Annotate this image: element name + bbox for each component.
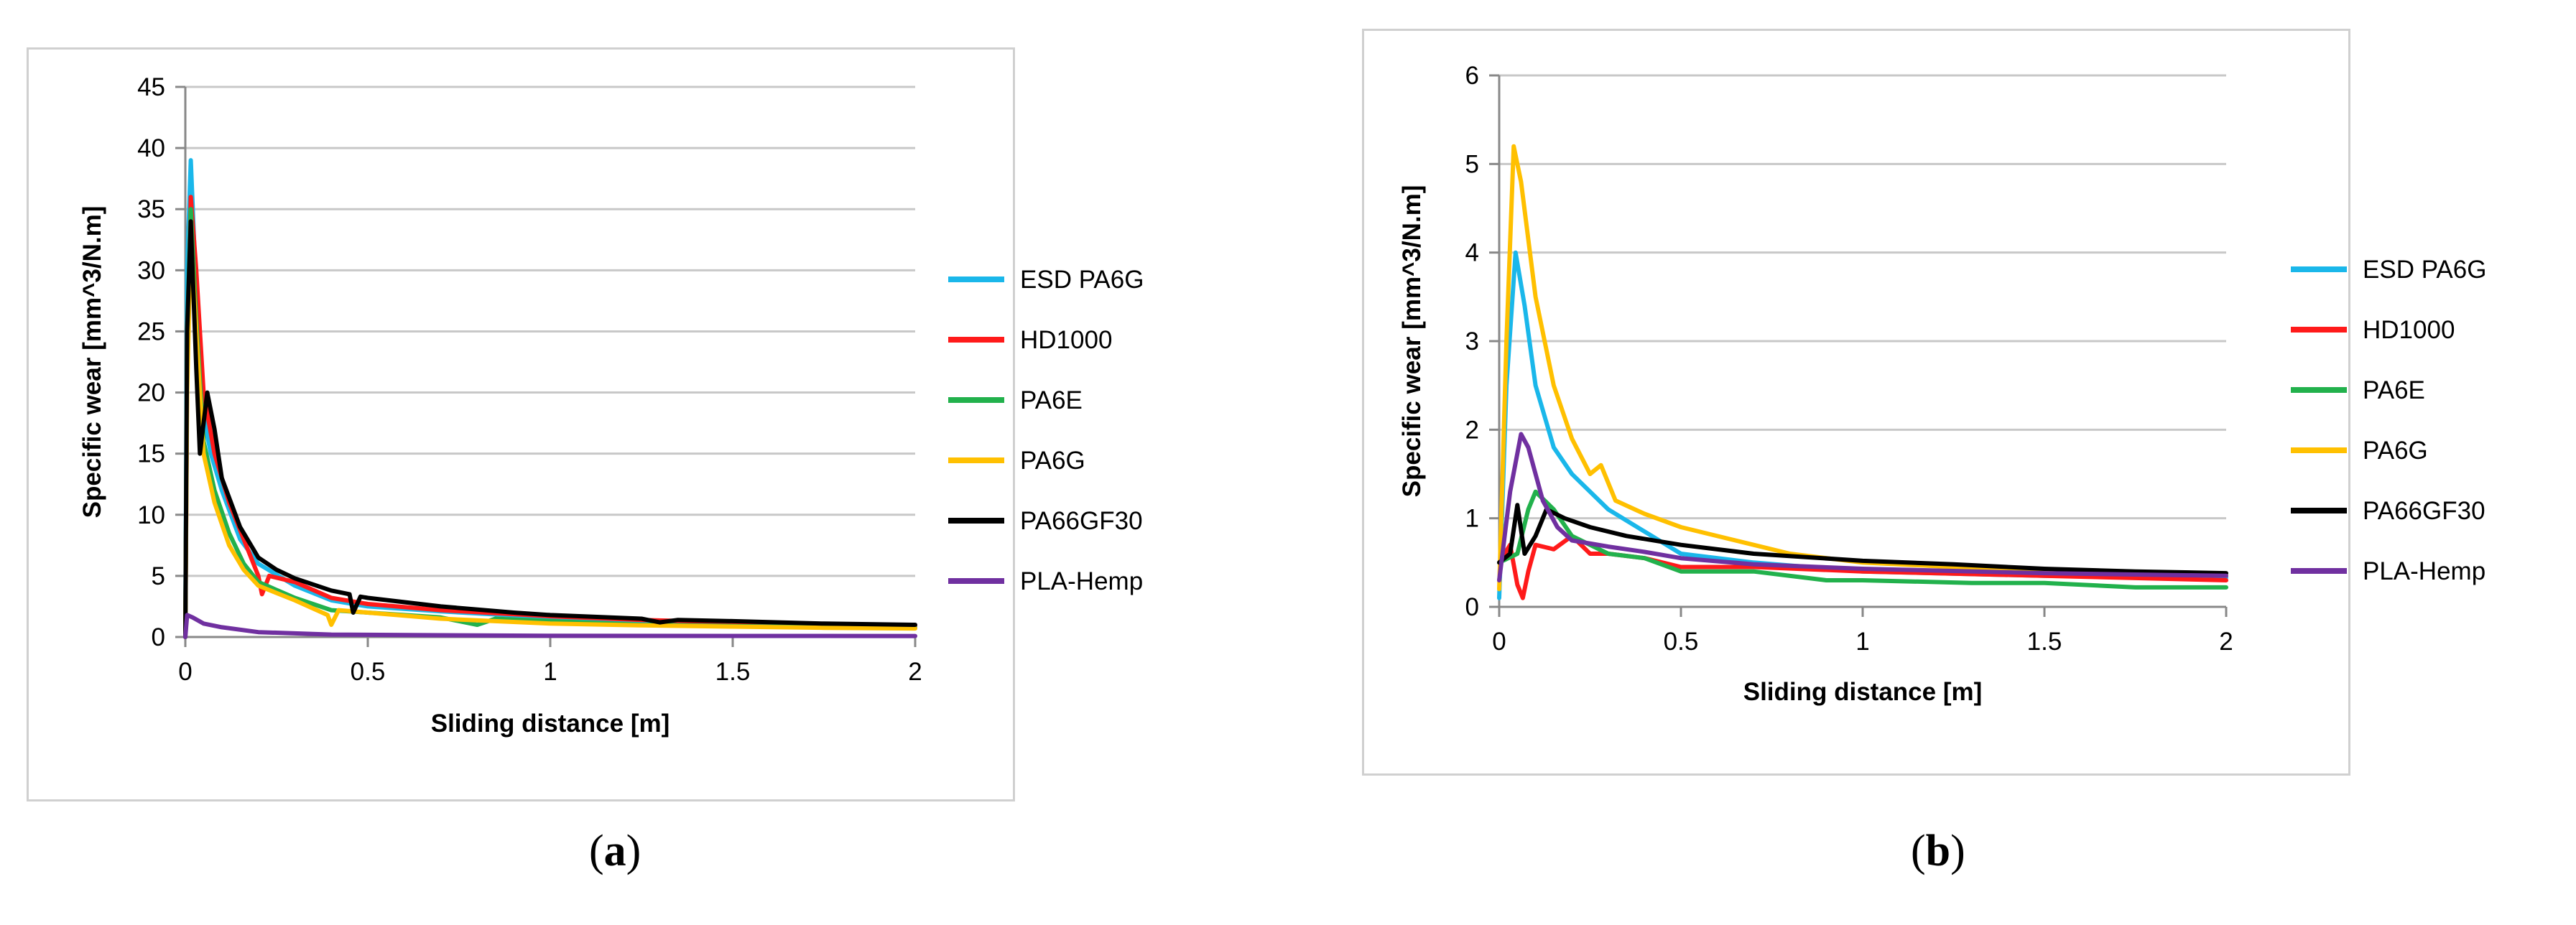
x-axis-title-b: Sliding distance [m] <box>1743 678 1983 706</box>
legend-label-b-pa6g: PA6G <box>2363 437 2428 465</box>
y-axis-title-a: Specific wear [mm^3/N.m] <box>78 206 106 519</box>
x-tick-label-a-1: 0.5 <box>351 658 386 686</box>
x-tick-label-b-1: 0.5 <box>1664 628 1699 656</box>
y-tick-label-a-5: 25 <box>137 317 165 345</box>
y-tick-label-a-3: 15 <box>137 440 165 468</box>
caption-b: (b) <box>1911 827 1965 875</box>
y-tick-label-a-7: 35 <box>137 195 165 223</box>
y-tick-label-b-0: 0 <box>1465 593 1479 621</box>
series-line-a-hd1000 <box>183 195 917 639</box>
series-line-a-pa6e <box>183 207 917 639</box>
legend-label-b-pla-hemp: PLA-Hemp <box>2363 557 2485 585</box>
x-tick-label-b-0: 0 <box>1492 628 1506 656</box>
y-tick-label-a-0: 0 <box>152 623 165 651</box>
y-tick-label-a-6: 30 <box>137 256 165 284</box>
series-line-b-pa66gf30 <box>1497 503 2228 576</box>
caption-a: (a) <box>589 827 641 875</box>
y-tick-label-b-3: 3 <box>1465 327 1479 355</box>
y-tick-label-b-4: 4 <box>1465 239 1479 267</box>
legend-label-b-pa6e: PA6E <box>2363 376 2425 404</box>
y-tick-label-a-8: 40 <box>137 134 165 162</box>
y-tick-label-b-6: 6 <box>1465 62 1479 90</box>
x-tick-label-b-2: 1 <box>1855 628 1869 656</box>
y-tick-label-b-5: 5 <box>1465 150 1479 178</box>
y-axis-title-b: Specific wear [mm^3/N.m] <box>1398 185 1426 498</box>
y-tick-label-a-1: 5 <box>152 562 165 590</box>
legend-label-b-esd-pa6g: ESD PA6G <box>2363 256 2486 284</box>
series-line-b-pa6g <box>1497 144 2228 592</box>
x-tick-label-b-3: 1.5 <box>2027 628 2062 656</box>
x-tick-label-a-3: 1.5 <box>715 658 751 686</box>
series-line-b-pla-hemp <box>1497 432 2228 582</box>
x-tick-label-b-4: 2 <box>2219 628 2233 656</box>
legend-label-a-pa6g: PA6G <box>1020 447 1085 475</box>
series-line-b-hd1000 <box>1497 534 2228 600</box>
y-tick-label-a-4: 20 <box>137 379 165 407</box>
y-tick-label-b-2: 2 <box>1465 416 1479 444</box>
chart-b-svg: 0 0.5 1 1.5 2 0 1 2 3 4 5 6 Sliding distance [m] Spec… <box>1398 62 2486 706</box>
x-tick-label-a-4: 2 <box>908 658 922 686</box>
series-line-a-esd-pa6g <box>183 158 917 639</box>
chart-panel-a: 0 0.5 1 1.5 2 0 5 10 15 20 25 30 35 40 45 Sliding dista… <box>27 47 1144 801</box>
x-tick-label-a-0: 0 <box>178 658 192 686</box>
y-tick-label-a-2: 10 <box>137 501 165 529</box>
series-line-b-pa6e <box>1497 489 2228 590</box>
legend-label-b-pa66gf30: PA66GF30 <box>2363 497 2485 525</box>
legend-label-a-hd1000: HD1000 <box>1020 326 1112 354</box>
series-line-a-pla-hemp <box>183 613 917 639</box>
legend-label-a-pla-hemp: PLA-Hemp <box>1020 567 1143 595</box>
x-tick-label-a-2: 1 <box>543 658 557 686</box>
y-tick-label-a-9: 45 <box>137 73 165 101</box>
legend-label-a-esd-pa6g: ESD PA6G <box>1020 266 1144 294</box>
series-line-a-pa66gf30 <box>183 219 917 639</box>
legend-label-a-pa66gf30: PA66GF30 <box>1020 507 1143 535</box>
legend-label-b-hd1000: HD1000 <box>2363 316 2455 344</box>
legend-label-a-pa6e: PA6E <box>1020 386 1083 414</box>
chart-panel-b: 0 0.5 1 1.5 2 0 1 2 3 4 5 6 Sliding distance [m] Spec… <box>1362 29 2486 776</box>
x-axis-title-a: Sliding distance [m] <box>431 710 670 738</box>
y-tick-label-b-1: 1 <box>1465 505 1479 533</box>
